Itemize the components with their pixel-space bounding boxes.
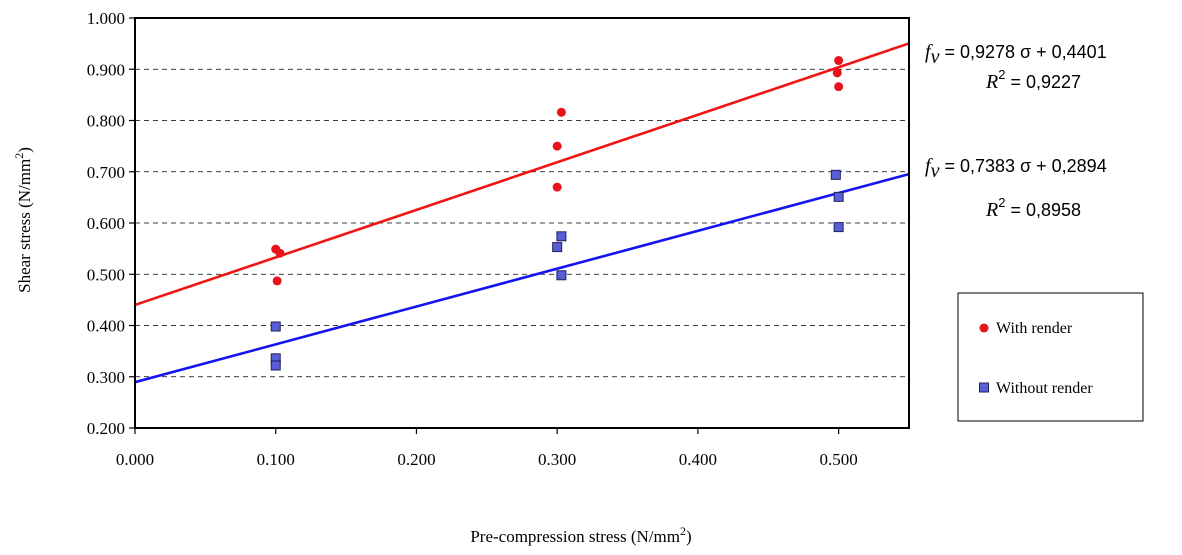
y-tick-label: 0.400 — [87, 317, 125, 336]
legend-label-without-render: Without render — [996, 380, 1093, 397]
x-axis-ticks: 0.000 0.100 0.200 0.300 0.400 0.500 — [116, 428, 858, 469]
trendline-with-render — [134, 42, 910, 307]
legend-marker-with-render — [979, 323, 989, 333]
point-with-render — [832, 68, 842, 78]
x-tick-label: 0.000 — [116, 450, 154, 469]
legend-marker-without-render — [979, 382, 989, 393]
data-points — [270, 56, 844, 371]
legend-box — [957, 292, 1144, 422]
grid-lines — [135, 68, 909, 378]
point-without-render — [270, 321, 281, 332]
x-tick-label: 0.100 — [257, 450, 295, 469]
point-without-render — [270, 360, 281, 371]
point-without-render — [833, 222, 844, 233]
point-without-render — [830, 169, 841, 180]
point-with-render — [552, 182, 562, 192]
y-axis-ticks: 0.200 0.300 0.400 0.500 0.600 0.700 0.800 0.900… — [87, 9, 135, 438]
trend-lines — [134, 42, 910, 384]
y-tick-label: 1.000 — [87, 9, 125, 28]
y-tick-label: 0.700 — [87, 163, 125, 182]
without-render-equation: fv = 0,7383 σ + 0,2894 — [925, 155, 1107, 182]
y-axis-title: Shear stress (N/mm2) — [12, 147, 34, 293]
y-tick-label: 0.200 — [87, 419, 125, 438]
x-tick-label: 0.300 — [538, 450, 576, 469]
point-with-render — [552, 141, 562, 151]
with-render-r2: R2 = 0,9227 — [985, 67, 1081, 93]
point-with-render — [272, 276, 282, 286]
point-with-render — [834, 56, 844, 66]
point-with-render — [834, 82, 844, 92]
y-tick-label: 0.900 — [87, 60, 125, 79]
point-with-render — [556, 107, 566, 117]
point-without-render — [556, 231, 567, 242]
y-tick-label: 0.800 — [87, 112, 125, 131]
without-render-r2: R2 = 0,8958 — [985, 195, 1081, 221]
point-without-render — [552, 242, 563, 253]
x-tick-label: 0.500 — [820, 450, 858, 469]
x-tick-label: 0.400 — [679, 450, 717, 469]
y-tick-label: 0.500 — [87, 265, 125, 284]
point-with-render — [275, 248, 285, 258]
x-axis-title: Pre-compression stress (N/mm2) — [470, 524, 691, 546]
point-without-render — [833, 191, 844, 202]
y-tick-label: 0.600 — [87, 214, 125, 233]
legend: With render Without render — [957, 292, 1144, 422]
with-render-equation: fv = 0,9278 σ + 0,4401 — [925, 41, 1107, 68]
y-tick-label: 0.300 — [87, 368, 125, 387]
point-without-render — [556, 270, 567, 281]
trendline-without-render — [134, 172, 910, 384]
x-tick-label: 0.200 — [397, 450, 435, 469]
legend-label-with-render: With render — [996, 320, 1073, 337]
